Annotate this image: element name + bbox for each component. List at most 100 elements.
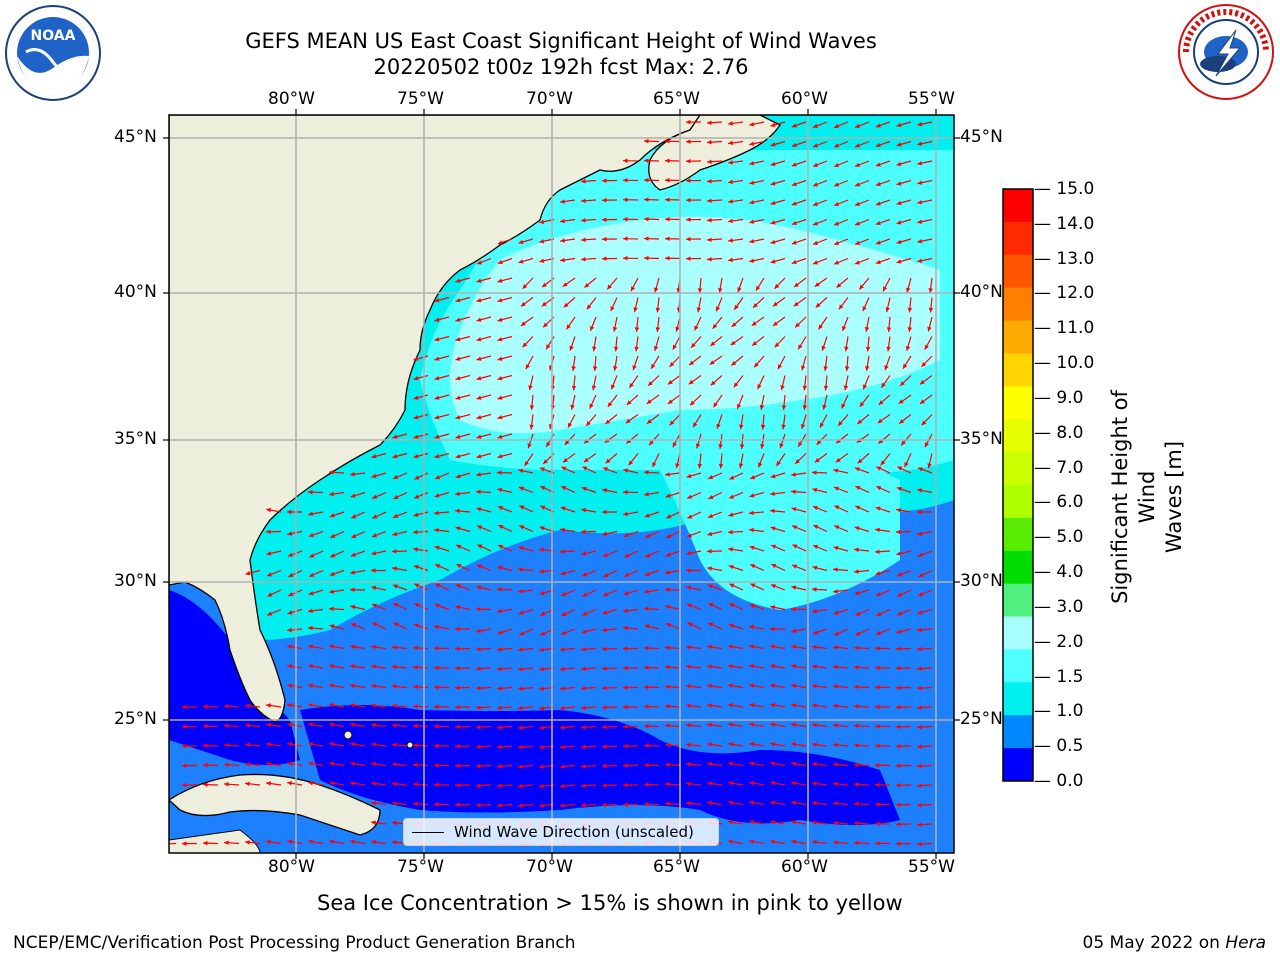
wind-arrow-head (758, 462, 763, 468)
wind-arrow-head (476, 278, 482, 283)
wind-arrow-head (539, 803, 544, 808)
wind-arrow-head (812, 664, 817, 669)
wind-arrow-head (707, 198, 712, 203)
wind-arrow-head (393, 622, 399, 627)
wind-arrow-head (791, 742, 796, 747)
wind-arrow-head (875, 821, 880, 827)
wind-arrow-head (875, 685, 880, 690)
wind-arrow-head (371, 761, 376, 767)
wind-arrow-head (833, 664, 838, 670)
wind-arrow-head (591, 385, 597, 391)
wind-arrow-head (371, 550, 377, 556)
wind-arrow-head (739, 424, 744, 430)
wind-arrow-head (686, 236, 691, 242)
wind-arrow-head (771, 564, 777, 569)
wind-arrow-head (245, 840, 250, 845)
wind-arrow-head (917, 744, 922, 749)
wind-arrow-head (707, 549, 712, 554)
wind-arrow-head (865, 346, 871, 352)
wind-arrow-head (690, 400, 695, 406)
wind-arrow-head (749, 141, 755, 146)
wind-arrow-head (563, 302, 569, 308)
wind-arrow-head (623, 704, 628, 710)
wind-arrow-head (772, 301, 778, 307)
wind-arrow-head (791, 722, 796, 728)
wind-arrow-head (455, 626, 460, 632)
wind-arrow-head (330, 553, 336, 558)
wind-arrow-head (413, 454, 419, 459)
wind-arrow-head (777, 364, 783, 370)
wind-arrow-head (755, 285, 761, 291)
wind-arrow-head (623, 532, 629, 538)
wind-arrow-head (476, 585, 482, 590)
wind-arrow-head (519, 525, 525, 530)
wind-arrow-head (833, 840, 838, 845)
wind-arrow-head (455, 376, 461, 381)
wind-arrow-head (855, 182, 860, 187)
wind-arrow-head (645, 533, 651, 538)
wind-arrow-head (329, 513, 335, 518)
wind-arrow-head (308, 608, 313, 614)
wind-arrow-head (728, 703, 733, 708)
wind-arrow-head (710, 380, 716, 386)
wind-arrow-head (896, 744, 901, 749)
wind-arrow-head (665, 236, 670, 242)
wind-arrow-head (413, 801, 418, 807)
wind-arrow-head (350, 703, 355, 708)
wind-arrow-head (686, 723, 691, 728)
wind-arrow-head (245, 570, 251, 576)
wind-arrow-head (749, 199, 755, 205)
wind-arrow-head (653, 287, 659, 293)
wind-arrow-head (686, 217, 691, 222)
wind-arrow-head (626, 438, 632, 444)
wind-arrow-head (434, 685, 439, 690)
wind-arrow-head (371, 644, 376, 650)
wind-arrow-head (833, 781, 838, 787)
wind-arrow-head (522, 283, 528, 289)
colorbar-label-line1: Significant Height of Wind (1108, 390, 1159, 604)
wind-arrow-head (287, 683, 292, 689)
wind-arrow-head (883, 286, 888, 292)
wind-arrow-head (455, 665, 460, 671)
wind-arrow-head (686, 603, 692, 608)
wind-arrow-head (569, 345, 574, 351)
wind-arrow-head (350, 683, 355, 689)
wind-arrow-head (728, 257, 733, 263)
wind-arrow-head (686, 801, 691, 806)
wind-arrow-head (917, 685, 922, 691)
lat-label-left: 30°N (114, 571, 157, 591)
wind-arrow-head (435, 564, 441, 569)
wind-arrow-head (792, 564, 798, 569)
wind-arrow-head (667, 399, 673, 404)
wind-arrow-head (455, 685, 460, 691)
wave-band-0-0-gulf (169, 590, 300, 765)
wind-arrow-head (855, 221, 860, 226)
colorbar-cell (1003, 517, 1033, 552)
wind-arrow-head (896, 629, 902, 634)
wind-arrow-head (266, 529, 271, 535)
wind-arrow-head (603, 592, 609, 597)
wind-arrow-head (707, 800, 712, 806)
wind-arrow-head (623, 236, 628, 242)
wind-arrow-head (329, 839, 334, 844)
wind-arrow-head (623, 685, 628, 690)
wind-arrow-head (854, 590, 860, 596)
wind-arrow-head (539, 467, 545, 472)
wind-arrow-head (813, 123, 818, 128)
wind-arrow-head (476, 356, 482, 361)
wind-arrow-head (734, 304, 739, 310)
wind-arrow-head (539, 547, 544, 552)
wind-arrow-head (651, 363, 656, 369)
wind-arrow-head (602, 705, 607, 710)
wind-arrow-head (308, 625, 313, 631)
wind-arrow-head (833, 762, 838, 767)
wind-arrow-head (791, 472, 796, 477)
wind-arrow-head (602, 646, 607, 652)
wind-arrow-head (371, 585, 377, 591)
wind-arrow-head (414, 603, 420, 608)
wind-arrow-head (413, 356, 419, 361)
wind-arrow-head (560, 647, 565, 652)
wind-arrow-head (818, 324, 823, 330)
wind-arrow-head (476, 472, 481, 477)
wind-arrow-head (855, 611, 861, 616)
